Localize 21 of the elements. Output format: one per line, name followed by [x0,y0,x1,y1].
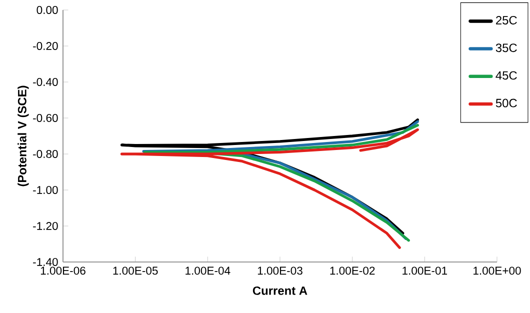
y-tick-label: -0.60 [33,114,58,122]
legend-label: 25C [496,16,517,24]
legend-label: 50C [496,98,517,108]
y-tick-label: -1.40 [33,258,58,266]
y-tick-label: -1.20 [33,222,58,230]
x-tick-label: 1.00E+00 [474,266,521,275]
legend-label: 35C [496,44,517,52]
x-tick-label: 1.00E-04 [186,266,230,275]
y-tick-label: -1.00 [33,186,58,194]
x-tick-label: 1.00E-02 [330,266,375,275]
legend-label: 45C [496,71,517,80]
y-tick-label: -0.40 [33,78,58,86]
x-tick-label: 1.00E-06 [40,266,86,275]
x-tick-label: 1.00E-03 [258,266,302,275]
y-tick-label: -0.80 [33,150,58,158]
x-axis-title: Current A [252,286,308,295]
y-axis-title: (Potential V (SCE) [18,86,29,186]
x-tick-label: 1.00E-05 [113,266,158,275]
x-tick-label: 1.00E-01 [402,266,448,275]
y-tick-label: -0.20 [33,42,58,50]
y-tick-label: 0.00 [36,6,58,14]
